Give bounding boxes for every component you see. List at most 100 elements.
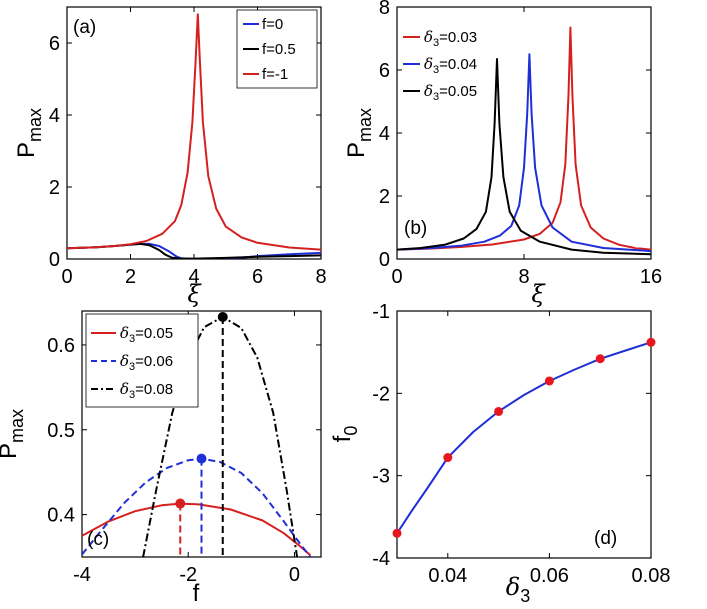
peak-marker <box>175 498 186 509</box>
x-tick-label: 8 <box>315 266 326 288</box>
panel-label: (b) <box>404 218 427 239</box>
x-axis-label-sub: 3 <box>520 586 530 606</box>
legend-delta-sub: 3 <box>129 333 135 345</box>
series-group <box>67 13 321 259</box>
legend-value: =0.06 <box>135 353 173 370</box>
y-tick-label: 0.6 <box>47 335 75 357</box>
peak-marker <box>196 453 207 464</box>
legend-delta-sub: 3 <box>433 37 439 49</box>
x-tick-label: 0.06 <box>530 565 569 587</box>
x-tick-label: 0 <box>391 266 402 288</box>
y-axis-label-main: P <box>13 142 40 158</box>
x-tick-label: 2 <box>125 266 136 288</box>
series-line <box>397 341 651 534</box>
y-axis-label: Pmax <box>343 108 375 158</box>
x-axis-label: ξ <box>187 280 202 308</box>
y-tick-label: 2 <box>49 177 60 199</box>
x-tick-label: 4 <box>188 266 199 288</box>
y-tick-label: -1 <box>372 301 390 323</box>
tick-group: 0 2 4 6 8 0 2 4 6 <box>49 7 327 288</box>
series-group <box>82 311 312 557</box>
legend-delta-sub: 3 <box>129 389 135 401</box>
series-group <box>397 26 651 256</box>
panel-d: 0.04 0.06 0.08 -4 -3 -2 -1 (d) f0 δ3 <box>329 301 670 606</box>
legend-label-d005: δ3=0.05 <box>424 82 477 103</box>
legend-delta-sub: 3 <box>129 361 135 373</box>
legend-delta: δ <box>120 324 129 342</box>
legend-delta-sub: 3 <box>433 64 439 76</box>
peak-marker <box>217 311 228 322</box>
x-tick-label: 0 <box>289 564 300 586</box>
legend-label-fm1: f=-1 <box>262 66 288 83</box>
legend-delta: δ <box>424 28 433 46</box>
data-point <box>443 453 453 463</box>
y-axis-label: f0 <box>329 426 361 443</box>
y-tick-label: 6 <box>379 60 390 82</box>
y-axis-label-main: P <box>0 443 22 459</box>
panel-c: -4-200.40.50.6 (c) Pmax f δ3=0.05 δ3=0.0… <box>0 310 322 607</box>
legend-value: =0.08 <box>135 381 173 398</box>
y-tick-label: -4 <box>372 548 390 570</box>
data-point <box>595 354 605 364</box>
legend-delta-sub: 3 <box>433 91 439 103</box>
legend-label-f05: f=0.5 <box>262 41 296 58</box>
legend: δ3=0.05 δ3=0.06 δ3=0.08 <box>85 313 199 408</box>
series-line <box>82 502 312 557</box>
y-tick-label: -2 <box>372 383 390 405</box>
x-tick-label: 0.04 <box>428 565 467 587</box>
series-line <box>67 13 321 251</box>
legend-label-d003: δ3=0.03 <box>424 28 477 49</box>
tick-group: 0.04 0.06 0.08 -4 -3 -2 -1 <box>372 301 670 587</box>
y-tick-label: 0.4 <box>47 505 75 527</box>
plot-frame <box>396 310 652 559</box>
y-tick-label: 0 <box>49 249 60 271</box>
y-tick-label: -3 <box>372 466 390 488</box>
panel-label: (c) <box>87 529 109 550</box>
y-axis-label: Pmax <box>0 409 27 459</box>
y-tick-label: 4 <box>49 105 60 127</box>
y-axis-label-sub: 0 <box>341 426 361 436</box>
x-axis-label: δ3 <box>506 573 530 606</box>
data-point <box>392 528 402 538</box>
x-tick-label: -2 <box>179 564 197 586</box>
x-axis-label: f <box>193 580 200 607</box>
panel-label: (d) <box>594 528 617 549</box>
data-point <box>544 376 554 386</box>
legend-delta: δ <box>424 55 433 73</box>
x-tick-label: 6 <box>252 266 263 288</box>
series-line <box>397 58 651 256</box>
data-point <box>494 406 504 416</box>
legend-value: =0.05 <box>135 325 173 342</box>
y-tick-label: 0.5 <box>47 420 75 442</box>
y-axis-label: Pmax <box>13 108 45 158</box>
x-tick-label: 0 <box>61 266 72 288</box>
y-axis-label-main: P <box>343 142 370 158</box>
legend-label-d008: δ3=0.08 <box>120 380 173 401</box>
legend-label-d004: δ3=0.04 <box>424 55 477 76</box>
x-tick-label: 0.08 <box>632 565 671 587</box>
legend-delta: δ <box>120 352 129 370</box>
y-tick-label: 4 <box>379 123 390 145</box>
legend: f=0 f=0.5 f=-1 <box>236 9 318 89</box>
y-axis-label-sub: max <box>355 108 375 142</box>
data-point <box>646 337 656 347</box>
legend-label-d006: δ3=0.06 <box>120 352 173 373</box>
x-tick-label: 8 <box>518 266 529 288</box>
legend-value: =0.03 <box>439 29 477 46</box>
y-axis-label-sub: max <box>25 108 45 142</box>
x-tick-label: -4 <box>73 564 91 586</box>
panel-a: 0 2 4 6 8 0 2 4 6 (a) Pmax ξ f=0 f=0.5 f=-1 <box>13 6 327 308</box>
x-axis-label-main: δ <box>506 573 520 601</box>
legend: δ3=0.03 δ3=0.04 δ3=0.05 <box>403 28 477 103</box>
panel-label: (a) <box>73 17 96 38</box>
series-line <box>397 53 651 253</box>
y-tick-label: 0 <box>379 249 390 271</box>
legend-delta: δ <box>424 82 433 100</box>
x-tick-label: 16 <box>640 266 662 288</box>
series-group <box>392 337 656 538</box>
series-line <box>82 457 312 557</box>
legend-label-f0: f=0 <box>262 16 283 33</box>
legend-delta: δ <box>120 380 129 398</box>
